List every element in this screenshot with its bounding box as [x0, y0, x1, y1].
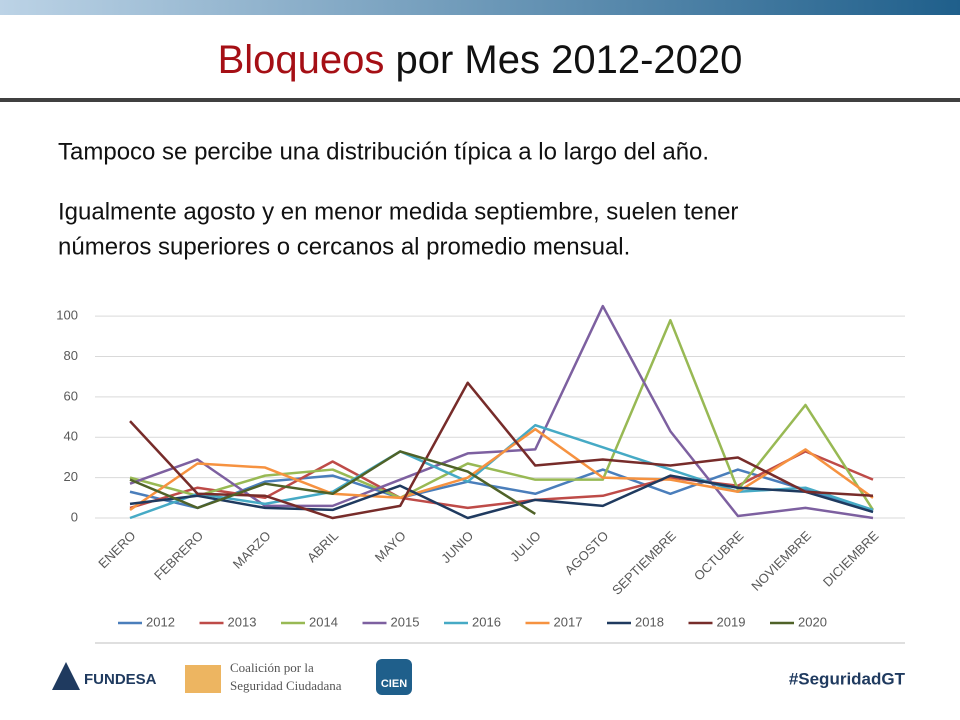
title-highlight: Bloqueos — [218, 38, 385, 82]
legend-label: 2012 — [146, 614, 175, 629]
legend-label: 2020 — [798, 614, 827, 629]
coalicion-text: Coalición por la — [230, 660, 314, 675]
paragraph: Tampoco se percibe una distribución típi… — [58, 138, 709, 165]
y-tick-label: 80 — [64, 348, 78, 363]
series-line — [129, 381, 874, 520]
paragraph: números superiores o cercanos al promedi… — [58, 233, 630, 260]
x-tick-label: ABRIL — [304, 528, 341, 565]
title-rest: por Mes 2012-2020 — [396, 38, 743, 82]
series-line — [129, 450, 536, 516]
fundesa-logo — [52, 662, 80, 690]
hashtag: #SeguridadGT — [789, 669, 906, 688]
x-tick-label: NOVIEMBRE — [748, 528, 814, 594]
legend-label: 2019 — [717, 614, 746, 629]
cien-text: CIEN — [381, 678, 407, 690]
series-line — [129, 304, 874, 520]
legend-label: 2017 — [554, 614, 583, 629]
series-line — [129, 427, 874, 511]
x-tick-label: OCTUBRE — [691, 528, 747, 584]
series-line — [129, 468, 874, 514]
paragraph: Igualmente agosto y en menor medida sept… — [58, 198, 738, 225]
fundesa-text: FUNDESA — [84, 671, 157, 688]
x-tick-label: DICIEMBRE — [820, 528, 882, 590]
x-tick-label: AGOSTO — [562, 528, 612, 578]
legend-label: 2016 — [472, 614, 501, 629]
x-tick-label: SEPTIEMBRE — [609, 528, 679, 598]
series-line — [129, 318, 875, 511]
y-tick-label: 20 — [64, 469, 78, 484]
x-tick-label: FEBRERO — [151, 528, 206, 583]
legend-label: 2014 — [309, 614, 338, 629]
top-bar — [0, 0, 960, 15]
y-tick-label: 100 — [56, 308, 78, 323]
legend-label: 2015 — [391, 614, 420, 629]
coalicion-text: Seguridad Ciudadana — [230, 678, 342, 693]
legend-label: 2018 — [635, 614, 664, 629]
title-rule — [0, 98, 960, 102]
y-tick-label: 40 — [64, 429, 78, 444]
y-tick-label: 0 — [71, 509, 78, 524]
slide-title: Bloqueos por Mes 2012-2020 — [218, 38, 743, 82]
coalicion-logo — [185, 665, 221, 693]
cien-logo — [376, 659, 412, 695]
series-line — [129, 474, 874, 520]
y-tick-label: 60 — [64, 388, 78, 403]
x-tick-label: MARZO — [230, 528, 274, 572]
legend-label: 2013 — [228, 614, 257, 629]
x-tick-label: JUNIO — [438, 528, 476, 566]
x-tick-label: MAYO — [372, 528, 409, 565]
x-tick-label: JULIO — [507, 528, 544, 565]
x-tick-label: ENERO — [95, 528, 138, 571]
